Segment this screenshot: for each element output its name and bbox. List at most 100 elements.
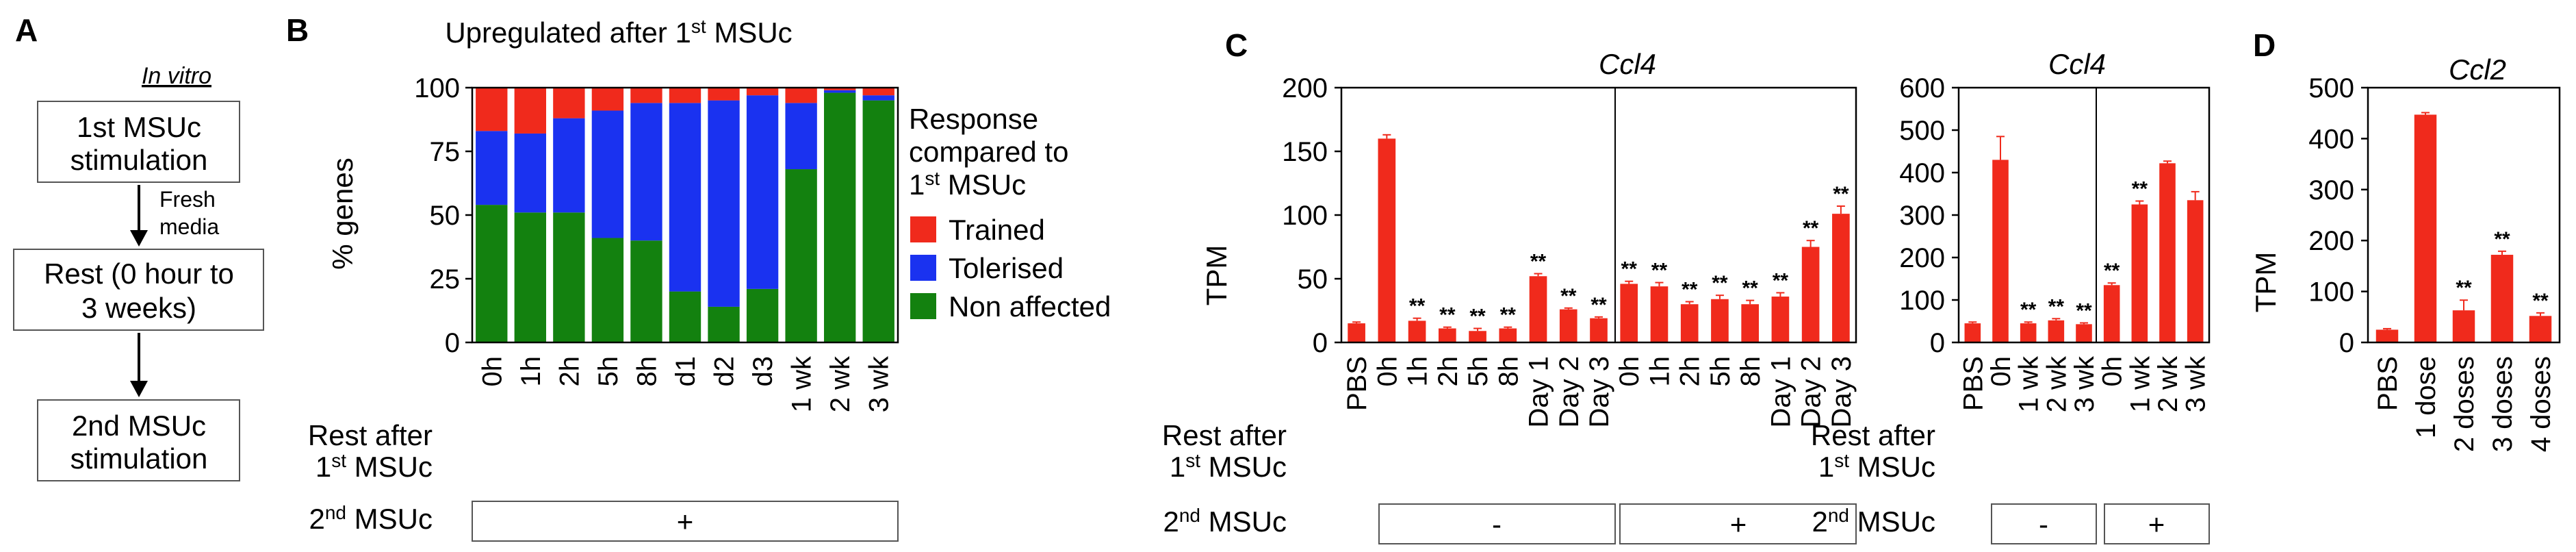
b-ytick-25: 25 xyxy=(430,264,461,294)
b-bar-2h-tolerised xyxy=(553,118,585,213)
c1-xtick-15-day-2: Day 2 xyxy=(1796,356,1827,428)
c1-sig-7: ** xyxy=(1560,285,1577,308)
c2-bar-0-pbs xyxy=(1964,323,1981,342)
c2-first-sup: st xyxy=(1834,450,1849,471)
d-plot-frame xyxy=(2367,86,2561,344)
b-bar-1h-non-affected xyxy=(514,212,547,342)
b-xtick-2-2h: 2h xyxy=(554,356,584,387)
chart-b-title: Upregulated after 1st MSUc xyxy=(445,16,792,49)
b-ytick-75: 75 xyxy=(430,137,461,167)
c1-bar-0-pbs xyxy=(1348,323,1365,342)
c1-xtick-13-8h: 8h xyxy=(1736,356,1766,387)
flow-box2-line2: 3 weeks) xyxy=(81,292,196,324)
legend-title-line3: 1st MSUc xyxy=(909,168,1026,201)
b-xtick-7-d3: d3 xyxy=(748,356,778,387)
c1-bar-5-8h xyxy=(1499,328,1517,342)
b-xtick-3-5h: 5h xyxy=(593,356,623,387)
b-first-msuc: 1st MSUc xyxy=(315,450,433,483)
d-xtick-4-4-doses: 4 doses xyxy=(2526,356,2556,452)
c1-xtick-4-5h: 5h xyxy=(1463,356,1493,387)
b-xtick-0-0h: 0h xyxy=(477,356,507,387)
legend-title-line1: Response xyxy=(909,103,1038,135)
b-bar-8h-non-affected xyxy=(630,240,662,342)
c1-second-word: MSUc xyxy=(1200,505,1287,538)
c1-xtick-7-day-2: Day 2 xyxy=(1554,356,1584,428)
b-bar-d2-non-affected xyxy=(708,306,740,342)
b-bar-d2-trained xyxy=(708,88,740,101)
chart-b-bars xyxy=(471,86,899,344)
c2-ytick-0: 0 xyxy=(1930,328,1945,358)
b-first-word: MSUc xyxy=(346,451,433,483)
chart-b-ylabel: % genes xyxy=(326,158,359,269)
c1-bar-1-0h xyxy=(1378,138,1396,342)
c1-sig-10: ** xyxy=(1651,260,1668,282)
c2-second-prefix: 2 xyxy=(1812,505,1827,538)
c2-second-sup: nd xyxy=(1828,505,1849,526)
legend-tolerised: Tolerised xyxy=(949,252,1064,284)
c1-xtick-11-2h: 2h xyxy=(1675,356,1705,387)
b-bar-2-wk-tolerised xyxy=(823,90,856,93)
c1-first-msuc: 1st MSUc xyxy=(1170,450,1287,483)
d-bar-3-3-doses xyxy=(2490,255,2514,342)
c1-ytick-0: 0 xyxy=(1313,328,1328,358)
b-second-sup: nd xyxy=(325,502,346,523)
b-bar-5h-non-affected xyxy=(591,238,624,342)
b-xtick-6-d2: d2 xyxy=(710,356,740,387)
c2-bar-4-3-wk xyxy=(2076,324,2092,342)
chart-d-title: Ccl2 xyxy=(2449,53,2506,86)
c1-bar-12-5h xyxy=(1711,299,1729,342)
c1-ytick-100: 100 xyxy=(1282,201,1328,231)
chart-c2-yticks: 0 100 200 300 400 500 600 xyxy=(1899,73,1959,358)
c1-bar-3-2h xyxy=(1438,328,1456,342)
panel-label-b: B xyxy=(286,12,309,48)
b-xtick-9-2-wk: 2 wk xyxy=(825,355,855,412)
c2-ytick-400: 400 xyxy=(1899,158,1945,188)
c2-sig-5: ** xyxy=(2104,260,2120,282)
flow-box-second-stimulation xyxy=(37,399,240,481)
c1-second-prefix: 2 xyxy=(1163,505,1178,538)
d-bar-0-pbs xyxy=(2375,329,2399,342)
d-ytick-500: 500 xyxy=(2308,73,2354,103)
b-bar-1-wk-non-affected xyxy=(785,169,817,342)
flow-box3-line2: stimulation xyxy=(70,442,208,475)
chart-b-xticks: 0h 1h 2h 5h 8h d1 d2 d3 1 wk 2 wk 3 wk xyxy=(477,355,894,412)
flow-fresh-line2: media xyxy=(159,214,219,239)
d-bar-4-4-doses xyxy=(2529,316,2552,342)
d-sig-3: ** xyxy=(2494,228,2510,251)
c2-xtick-5-0h: 0h xyxy=(2098,356,2128,387)
b-bar-d3-tolerised xyxy=(746,95,779,289)
legend-title-line2: compared to xyxy=(909,136,1068,168)
c1-sig-12: ** xyxy=(1712,272,1728,294)
b-bar-2-wk-non-affected xyxy=(823,92,856,342)
b-second-prefix: 2 xyxy=(309,503,324,535)
c2-bar-8-3-wk xyxy=(2187,200,2204,342)
c1-bar-9-0h xyxy=(1620,284,1638,342)
c2-xtick-6-1-wk: 1 wk xyxy=(2125,355,2155,412)
b-bar-2-wk-trained xyxy=(823,88,856,90)
b-bar-1h-trained xyxy=(514,88,547,134)
c1-sig-5: ** xyxy=(1500,304,1517,327)
chart-c1-xticks: PBS 0h 1h 2h 5h 8h Day 1 Day 2 Day 3 0h 1h 2h 5h 8h Da… xyxy=(1342,356,1857,428)
chart-b-title-suffix: MSUc xyxy=(706,16,793,49)
d-xtick-1-1-dose: 1 dose xyxy=(2411,356,2441,438)
c1-bar-7-day-2 xyxy=(1559,309,1577,342)
c1-sig-15: ** xyxy=(1803,217,1819,240)
c1-xtick-10-1h: 1h xyxy=(1645,356,1675,387)
c1-bar-14-day-1 xyxy=(1771,297,1790,342)
d-sig-2: ** xyxy=(2456,277,2472,299)
c1-first-word: MSUc xyxy=(1200,451,1287,483)
chart-b-legend: Response compared to 1st MSUc Trained To… xyxy=(909,103,1111,323)
d-ytick-300: 300 xyxy=(2308,175,2354,205)
c1-first-prefix: 1 xyxy=(1170,451,1185,483)
panel-b: B Upregulated after 1st MSUc % genes 025… xyxy=(286,12,1111,542)
b-ytick-100: 100 xyxy=(414,73,460,103)
b-bar-8h-trained xyxy=(630,88,662,103)
legend-non-affected: Non affected xyxy=(949,290,1111,323)
c2-second-msuc: 2nd MSUc xyxy=(1812,505,1935,538)
b-xtick-4-8h: 8h xyxy=(632,356,662,387)
c1-sig-14: ** xyxy=(1773,269,1789,292)
c2-xtick-3-2-wk: 2 wk xyxy=(2042,355,2072,412)
c1-xtick-6-day-1: Day 1 xyxy=(1524,356,1554,428)
chart-c1-title: Ccl4 xyxy=(1599,48,1656,80)
